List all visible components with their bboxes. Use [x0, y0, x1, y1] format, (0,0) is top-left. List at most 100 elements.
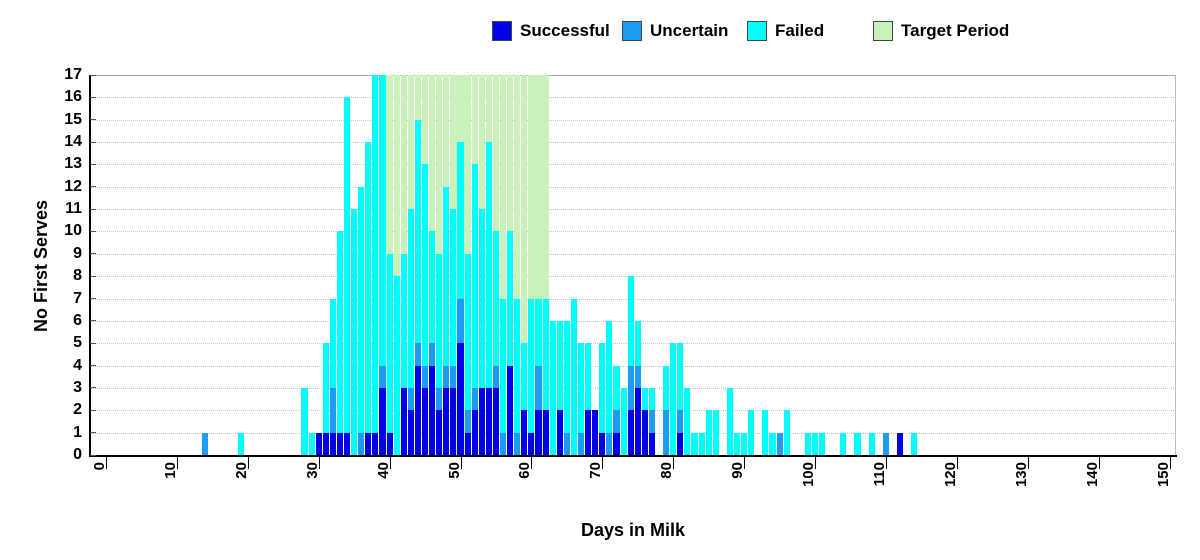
x-tick-label-60: 60 [516, 462, 534, 479]
bar-day-61-successful [535, 410, 542, 455]
bar-day-53-successful [478, 387, 485, 455]
legend-label-uncertain: Uncertain [650, 21, 729, 40]
x-tick-90 [744, 457, 746, 469]
gridline-y-14 [90, 142, 1176, 144]
bar-day-71-uncertain [606, 432, 613, 455]
target-period-column-day-61 [535, 75, 542, 455]
bar-day-83-failed [691, 432, 698, 455]
x-tick-label-110: 110 [870, 462, 888, 487]
y-tick-label-14: 14 [64, 133, 82, 151]
bar-day-55-failed [492, 231, 499, 366]
bar-day-72-uncertain [613, 410, 620, 433]
bar-day-91-failed [748, 410, 755, 455]
x-tick-80 [673, 457, 675, 469]
bar-day-81-uncertain [677, 410, 684, 433]
bar-day-58-failed [514, 298, 521, 433]
y-tick-label-3: 3 [73, 378, 82, 396]
bar-day-75-failed [634, 320, 641, 366]
bar-day-43-uncertain [407, 387, 414, 411]
y-tick-label-2: 2 [73, 401, 82, 419]
x-tick-0 [106, 457, 107, 469]
x-tick-30 [318, 457, 320, 469]
bar-day-19-failed [237, 432, 244, 455]
bar-day-64-failed [556, 320, 563, 411]
y-tick-label-16: 16 [64, 88, 82, 106]
y-tick-label-0: 0 [73, 446, 82, 463]
bar-day-50-uncertain [457, 298, 464, 344]
bar-day-56-failed [499, 298, 507, 433]
bar-day-28-failed [301, 387, 308, 455]
bar-day-67-uncertain [577, 432, 585, 455]
x-tick-label-20: 20 [232, 462, 250, 479]
x-tick-110 [885, 457, 887, 469]
plot-right-border [1175, 75, 1176, 455]
bar-day-35-failed [351, 209, 358, 455]
y-tick-label-9: 9 [73, 244, 82, 262]
legend-label-successful: Successful [520, 21, 610, 40]
y-tick-3 [90, 387, 96, 389]
bar-day-89-failed [733, 432, 741, 455]
x-tick-100 [815, 457, 816, 469]
bar-day-82-failed [684, 387, 691, 455]
bar-day-36-failed [358, 186, 365, 433]
y-tick-11 [90, 208, 96, 210]
bar-day-54-failed [485, 142, 492, 388]
y-tick-label-13: 13 [64, 155, 82, 173]
gridline-y-10 [90, 231, 1176, 233]
bar-day-85-failed [705, 410, 712, 455]
bar-day-50-failed [457, 142, 464, 299]
x-tick-label-40: 40 [374, 462, 392, 479]
x-tick-label-120: 120 [941, 462, 959, 488]
target-period-column-day-60 [528, 75, 535, 455]
gridline-y-13 [90, 164, 1176, 166]
x-tick-label-140: 140 [1083, 462, 1101, 488]
bar-day-41-failed [393, 276, 400, 455]
bar-day-46-failed [429, 231, 436, 344]
bar-day-45-uncertain [422, 365, 429, 388]
plot-area [90, 75, 1176, 455]
x-tick-label-150: 150 [1154, 462, 1172, 488]
bar-day-66-failed [570, 298, 577, 455]
x-tick-label-90: 90 [729, 462, 747, 479]
x-tick-130 [1027, 457, 1029, 469]
y-tick-5 [90, 342, 96, 344]
y-tick-14 [90, 141, 96, 143]
x-tick-60 [531, 457, 533, 469]
y-tick-label-4: 4 [73, 356, 82, 374]
bar-day-68-successful [585, 410, 592, 455]
y-axis-line [89, 75, 91, 456]
x-tick-label-10: 10 [161, 462, 179, 479]
x-tick-20 [247, 457, 249, 469]
bar-day-49-uncertain [450, 365, 457, 388]
bar-day-62-failed [542, 298, 549, 411]
bar-day-90-failed [741, 432, 748, 455]
x-tick-70 [602, 457, 604, 469]
bar-day-46-uncertain [429, 343, 436, 366]
bar-day-29-failed [308, 432, 315, 455]
y-tick-15 [90, 119, 96, 121]
bar-day-81-successful [677, 432, 684, 455]
bar-day-47-uncertain [436, 387, 443, 411]
bar-day-42-successful [400, 387, 407, 455]
bar-day-57-failed [507, 231, 514, 366]
bar-day-59-failed [521, 343, 528, 411]
bar-day-96-failed [783, 410, 790, 455]
bar-day-75-uncertain [634, 365, 641, 388]
bar-day-39-successful [379, 387, 386, 455]
x-tick-50 [460, 457, 462, 469]
bar-day-55-uncertain [492, 365, 499, 388]
bar-day-54-successful [485, 387, 492, 455]
legend-swatch-failed [747, 21, 767, 41]
legend-swatch-uncertain [622, 21, 642, 41]
target-period-column-day-56 [499, 75, 507, 455]
legend-label-target-period: Target Period [901, 21, 1010, 40]
bar-day-84-failed [698, 432, 705, 455]
bar-day-79-uncertain [663, 410, 670, 455]
bar-day-65-failed [563, 320, 570, 433]
bar-day-108-failed [868, 432, 875, 455]
bar-day-40-failed [386, 253, 393, 433]
bar-day-44-uncertain [414, 343, 421, 366]
x-axis-line [89, 455, 1177, 457]
bar-day-45-successful [422, 387, 429, 455]
bar-day-77-successful [648, 432, 655, 455]
